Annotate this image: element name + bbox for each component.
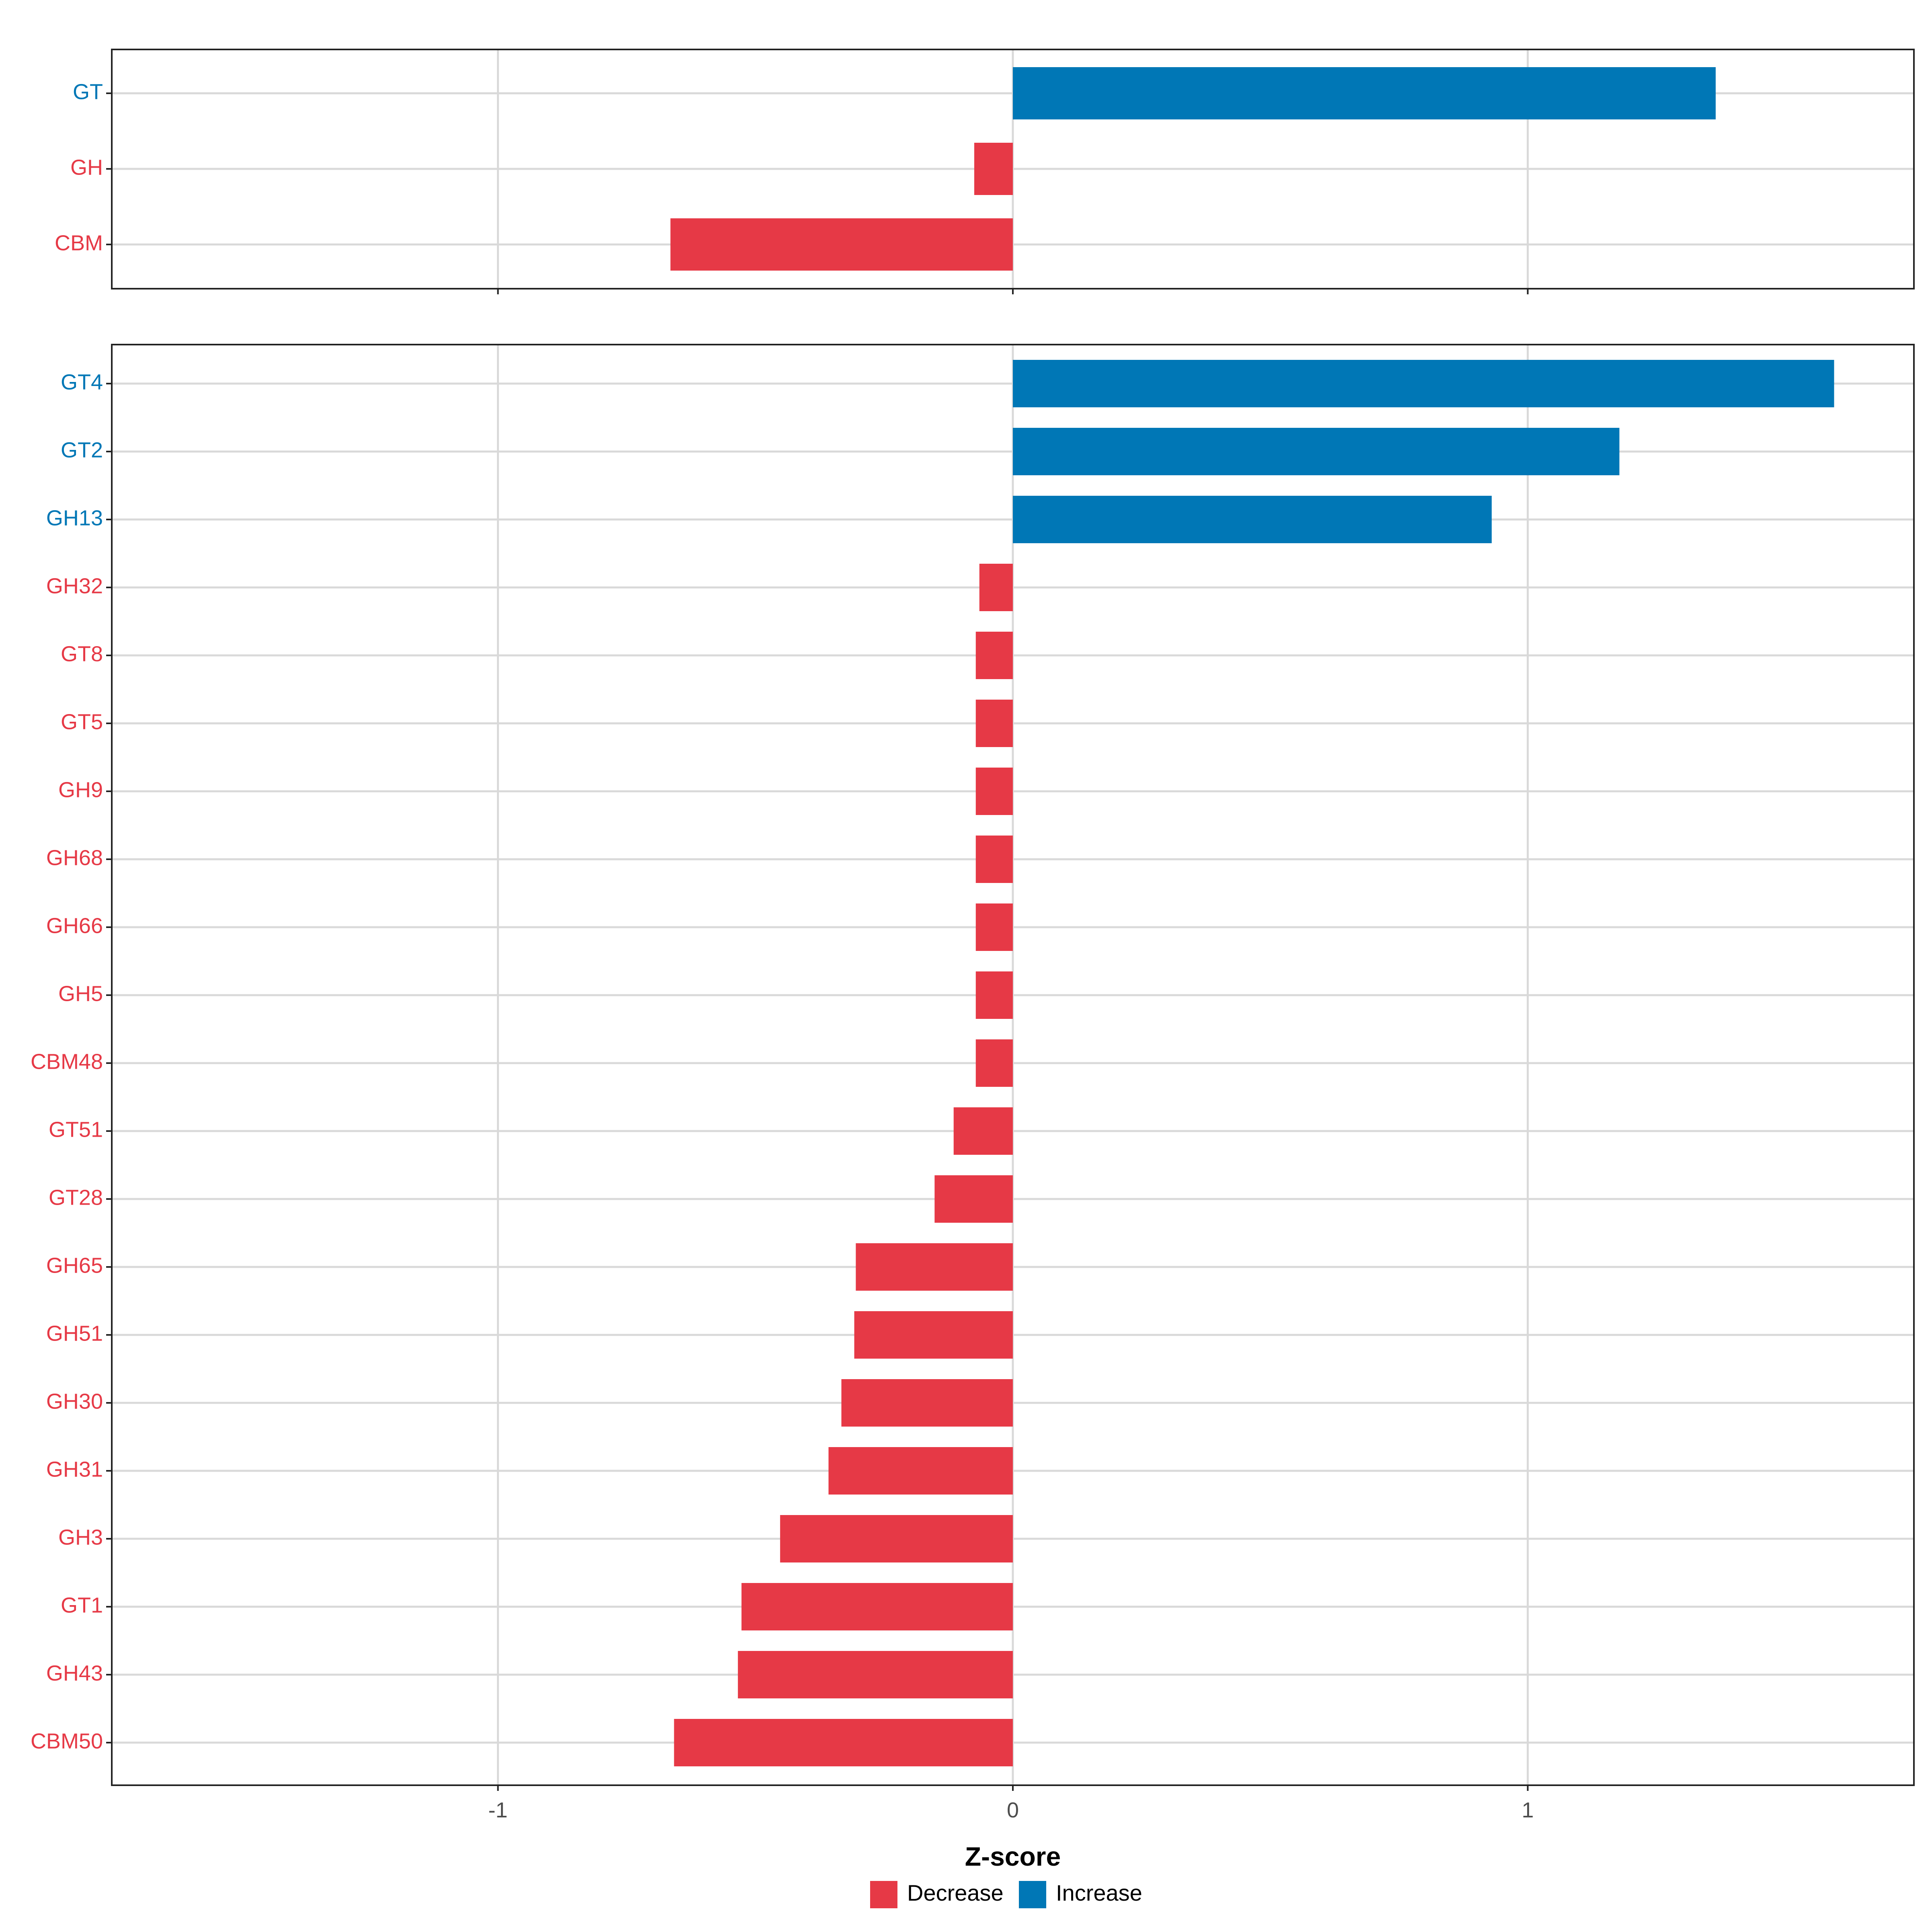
category-label-gh65: GH65 (46, 1253, 103, 1277)
bar-gh3 (780, 1515, 1013, 1562)
legend-label: Increase (1056, 1880, 1142, 1905)
category-label-gt2: GT2 (61, 438, 103, 462)
category-label-cbm48: CBM48 (31, 1049, 103, 1074)
bar-gt28 (934, 1175, 1013, 1223)
legend-label: Decrease (907, 1880, 1004, 1905)
bar-gh43 (738, 1651, 1013, 1698)
bar-gt8 (975, 632, 1013, 679)
category-label-gh32: GH32 (46, 574, 103, 598)
bar-gh32 (979, 564, 1013, 611)
legend: Decrease Increase (870, 1880, 1142, 1908)
category-label-gh31: GH31 (46, 1457, 103, 1481)
bar-gt2 (1013, 428, 1620, 475)
category-label-gh51: GH51 (46, 1321, 103, 1345)
category-label-cbm: CBM (55, 231, 103, 255)
category-label-gt28: GT28 (49, 1185, 103, 1209)
x-axis-title: Z-score (965, 1842, 1061, 1871)
category-label-gh68: GH68 (46, 846, 103, 870)
bar-gt (1013, 67, 1716, 119)
bar-gh5 (975, 971, 1013, 1019)
x-tick-label: 0 (1007, 1798, 1019, 1822)
bar-gt1 (741, 1583, 1013, 1630)
x-tick-label: 1 (1522, 1798, 1534, 1822)
legend-swatch (1019, 1881, 1046, 1908)
bar-gh13 (1013, 496, 1492, 543)
bar-gt51 (953, 1107, 1013, 1155)
bar-gh31 (828, 1447, 1013, 1495)
panel-2: GT4 GT2 GH13 GH32 GT8 GT5 GH9 GH68 GH66 GH5 CBM48 G… (31, 344, 1915, 1871)
category-label-gh13: GH13 (46, 506, 103, 530)
bar-gh30 (841, 1379, 1013, 1427)
panel-1: GT GH CBM (55, 49, 1915, 294)
bar-gh66 (975, 903, 1013, 951)
legend-swatch (870, 1881, 897, 1908)
legend-item-increase: Increase (1019, 1880, 1142, 1908)
category-label-gt4: GT4 (61, 370, 103, 394)
bar-gt5 (975, 700, 1013, 747)
category-label-gh43: GH43 (46, 1661, 103, 1685)
category-label-gh30: GH30 (46, 1389, 103, 1413)
bar-cbm50 (674, 1719, 1013, 1766)
category-label-gh: GH (70, 155, 103, 179)
bar-gh65 (856, 1243, 1013, 1291)
bar-gh51 (854, 1311, 1013, 1359)
category-label-cbm50: CBM50 (31, 1729, 103, 1753)
bar-gh9 (975, 768, 1013, 815)
category-label-gh3: GH3 (58, 1525, 103, 1549)
legend-item-decrease: Decrease (870, 1880, 1004, 1908)
category-label-gh9: GH9 (58, 778, 103, 802)
category-label-gt5: GT5 (61, 710, 103, 734)
x-tick-label: -1 (488, 1798, 507, 1822)
category-label-gt8: GT8 (61, 642, 103, 666)
category-label-gt: GT (73, 80, 103, 104)
bar-gh (974, 143, 1013, 195)
bar-gh68 (975, 836, 1013, 883)
category-label-gt1: GT1 (61, 1593, 103, 1617)
category-label-gt51: GT51 (49, 1117, 103, 1142)
category-label-gh66: GH66 (46, 914, 103, 938)
chart-layer: GT GH CBM GT4 GT2 GH13 GH32 GT8 GT5 GH9 GH68 GH66 GH… (31, 49, 1915, 1871)
bar-cbm (670, 218, 1013, 271)
bar-cbm48 (975, 1039, 1013, 1087)
category-label-gh5: GH5 (58, 981, 103, 1006)
bar-gt4 (1013, 360, 1834, 407)
